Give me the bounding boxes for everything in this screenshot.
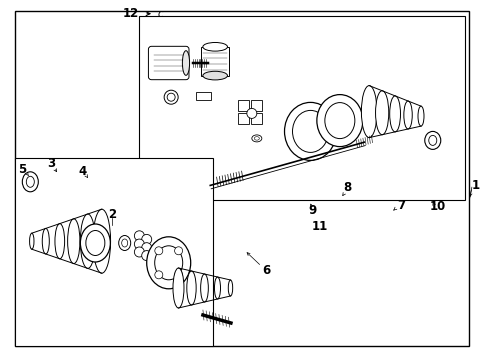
Circle shape [155,247,163,255]
Text: 6: 6 [262,264,270,276]
Bar [15,158,212,346]
Circle shape [167,93,175,101]
Ellipse shape [182,51,189,75]
Ellipse shape [203,71,227,80]
Text: 10: 10 [428,201,445,213]
Text: c: c [157,9,163,19]
Circle shape [155,271,163,279]
Ellipse shape [30,233,34,249]
Ellipse shape [417,106,423,126]
Circle shape [134,247,144,257]
Circle shape [142,234,151,244]
Bar [251,100,262,111]
Circle shape [164,90,178,104]
Ellipse shape [186,271,196,305]
Ellipse shape [428,135,436,145]
Ellipse shape [173,268,183,308]
Ellipse shape [55,224,64,259]
Ellipse shape [361,86,376,138]
Ellipse shape [200,274,208,302]
Ellipse shape [424,131,440,149]
Text: 7: 7 [396,199,404,212]
Bar [201,47,228,76]
Text: 12: 12 [123,7,139,20]
Ellipse shape [86,230,104,256]
Ellipse shape [403,101,411,129]
Ellipse shape [214,277,220,299]
Ellipse shape [251,135,261,142]
Ellipse shape [228,280,232,296]
Bar [139,16,464,200]
Ellipse shape [42,228,49,254]
Ellipse shape [254,137,259,140]
Ellipse shape [389,96,400,132]
Ellipse shape [324,103,354,139]
Text: 11: 11 [311,220,328,233]
FancyBboxPatch shape [148,46,188,80]
Circle shape [246,108,256,118]
Circle shape [142,251,151,261]
Circle shape [174,271,182,279]
Circle shape [174,247,182,255]
Text: 1: 1 [470,179,478,192]
Circle shape [134,231,144,241]
Text: 4: 4 [78,165,86,177]
Ellipse shape [203,42,227,51]
Text: 2: 2 [108,208,116,221]
Ellipse shape [316,95,362,147]
Ellipse shape [154,246,183,280]
Ellipse shape [284,102,336,161]
Bar [238,113,249,124]
Circle shape [134,239,144,249]
Bar [238,100,249,111]
Ellipse shape [80,214,95,269]
Ellipse shape [67,219,80,264]
Ellipse shape [146,237,190,289]
Ellipse shape [375,91,388,135]
Text: 3: 3 [47,157,55,170]
Ellipse shape [93,209,110,273]
Ellipse shape [119,235,130,251]
Ellipse shape [122,239,127,247]
Bar [195,92,210,100]
Bar [251,113,262,124]
Text: 5: 5 [18,163,26,176]
Circle shape [142,243,151,253]
Ellipse shape [292,111,328,152]
Text: 8: 8 [343,181,350,194]
Ellipse shape [26,176,34,187]
Ellipse shape [80,224,110,262]
Ellipse shape [22,172,38,192]
Text: 9: 9 [308,204,316,217]
